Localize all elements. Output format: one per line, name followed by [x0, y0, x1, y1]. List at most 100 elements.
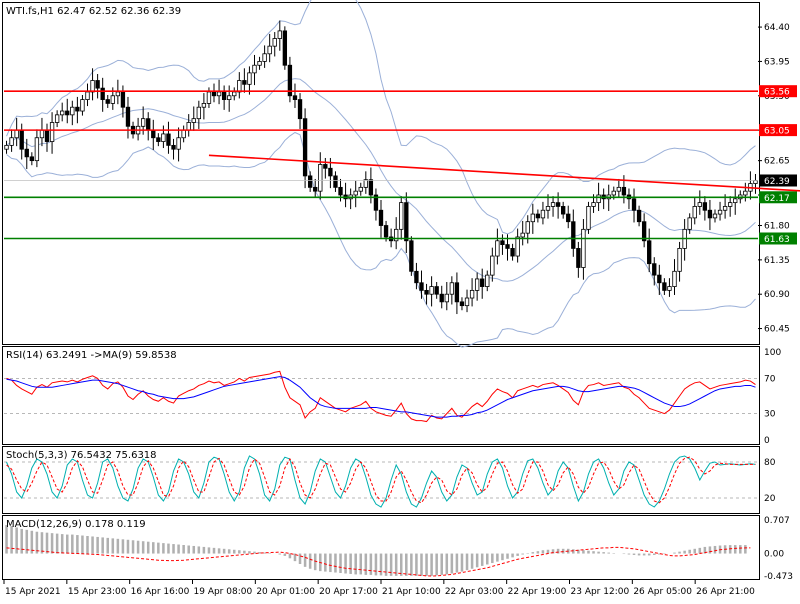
candle-bull — [176, 137, 181, 150]
level-price-tag — [759, 232, 797, 245]
candle-bull — [267, 45, 272, 55]
macd-ytick-label: -0.473 — [764, 572, 793, 582]
stoch-panel-frame — [2, 446, 760, 514]
candle-bear — [576, 248, 581, 268]
candle-bull — [206, 91, 212, 104]
rsi-ytick-label: 70 — [764, 374, 776, 384]
candle-bull — [464, 297, 470, 307]
candle-bull — [247, 72, 252, 85]
rsi-ytick-label: 0 — [764, 436, 770, 446]
candle-bull — [85, 91, 90, 100]
candle-bull — [485, 274, 490, 287]
candle-bear — [302, 118, 308, 177]
candle-bear — [166, 133, 171, 146]
candle-bear — [211, 91, 217, 97]
candle-bear — [555, 202, 561, 207]
time-axis: 15 Apr 2021 15 Apr 23:00 16 Apr 16:00 19 Ap… — [3, 580, 755, 597]
candle-bull — [191, 118, 196, 123]
candle-bull — [722, 206, 728, 211]
candle-bear — [292, 95, 298, 100]
last-price-label: 62.39 — [764, 177, 790, 187]
candle-bull — [540, 209, 546, 219]
candle-bull — [525, 221, 530, 234]
stoch-series-line — [6, 455, 756, 508]
candle-bull — [272, 38, 277, 47]
candle-bear — [156, 137, 161, 142]
price-ytick-label: 60.90 — [764, 290, 790, 300]
candle-bear — [338, 186, 343, 196]
candle-bull — [581, 228, 586, 268]
candle-bull — [727, 202, 733, 207]
candle-bull — [34, 137, 40, 162]
bollinger-upper-band — [6, 0, 756, 235]
candle-bull — [14, 129, 19, 139]
candle-bear — [434, 286, 439, 295]
candle-bear — [414, 270, 419, 284]
stoch-title: Stoch(5,3,3) 76.5432 75.6318 — [6, 450, 157, 461]
candle-bear — [313, 186, 318, 192]
candle-bear — [409, 240, 414, 272]
candle-bull — [667, 286, 672, 291]
macd-panel: 0.707 0.00 -0.473 — [5, 516, 793, 582]
candle-bull — [4, 144, 9, 150]
candle-bull — [733, 198, 738, 204]
candle-bear — [641, 221, 647, 242]
candle-bull — [80, 99, 85, 112]
candle-bull — [232, 91, 237, 97]
candle-bull — [201, 103, 207, 108]
candle-bear — [100, 87, 105, 100]
candle-bull — [520, 232, 525, 238]
candle-bull — [753, 180, 758, 184]
candle-bull — [358, 186, 363, 192]
candle-bull — [277, 30, 282, 39]
candle-bull — [161, 133, 166, 142]
candle-bull — [687, 217, 692, 230]
time-tick-label: 22 Apr 19:00 — [508, 587, 567, 597]
rsi-panel-frame — [2, 346, 760, 445]
candle-bear — [171, 144, 176, 150]
candle-bear — [146, 118, 151, 131]
stoch-ytick-label: 20 — [764, 494, 776, 504]
candle-bear — [383, 225, 389, 238]
candle-bear — [571, 221, 576, 249]
candle-bull — [697, 202, 702, 207]
candle-bull — [490, 255, 495, 276]
time-tick-label: 16 Apr 16:00 — [131, 587, 190, 597]
time-tick-label: 21 Apr 10:00 — [382, 587, 441, 597]
level-price-label: 63.05 — [764, 127, 790, 137]
candle-bear — [404, 202, 409, 242]
candle-bull — [429, 286, 434, 295]
candle-bull — [318, 164, 323, 192]
candle-bear — [323, 164, 328, 169]
level-price-label: 62.17 — [764, 194, 790, 204]
candle-bear — [636, 209, 642, 223]
price-panel: 64.4063.9563.5063.0562.6562.2061.8061.35… — [4, 0, 800, 348]
candle-bull — [495, 240, 500, 257]
price-panel-frame — [2, 2, 760, 345]
panel-frames — [2, 2, 760, 580]
stoch-ytick-label: 80 — [764, 458, 776, 468]
candle-bear — [242, 80, 247, 85]
candle-bear — [221, 91, 227, 100]
candle-bear — [652, 263, 657, 276]
time-tick-label: 20 Apr 01:00 — [256, 587, 315, 597]
candle-bull — [611, 190, 616, 196]
stoch-series-line — [6, 456, 756, 504]
candle-bear — [707, 209, 713, 219]
bollinger-middle-band — [6, 78, 756, 282]
candle-bull — [196, 106, 201, 120]
candle-bull — [717, 209, 723, 215]
candle-bull — [545, 206, 551, 211]
time-tick-label: 15 Apr 23:00 — [68, 587, 127, 597]
candle-bear — [333, 175, 338, 188]
candle-bull — [60, 110, 65, 116]
candle-bear — [631, 198, 637, 211]
time-tick-label: 15 Apr 2021 — [5, 587, 61, 597]
price-title: WTI.fs,H1 62.47 62.52 62.36 62.39 — [6, 6, 181, 17]
rsi-ytick-label: 30 — [764, 410, 776, 420]
candle-bear — [95, 80, 100, 89]
macd-ytick-label: 0.707 — [764, 516, 790, 526]
candle-bull — [262, 53, 267, 62]
macd-panel-frame — [2, 515, 760, 580]
